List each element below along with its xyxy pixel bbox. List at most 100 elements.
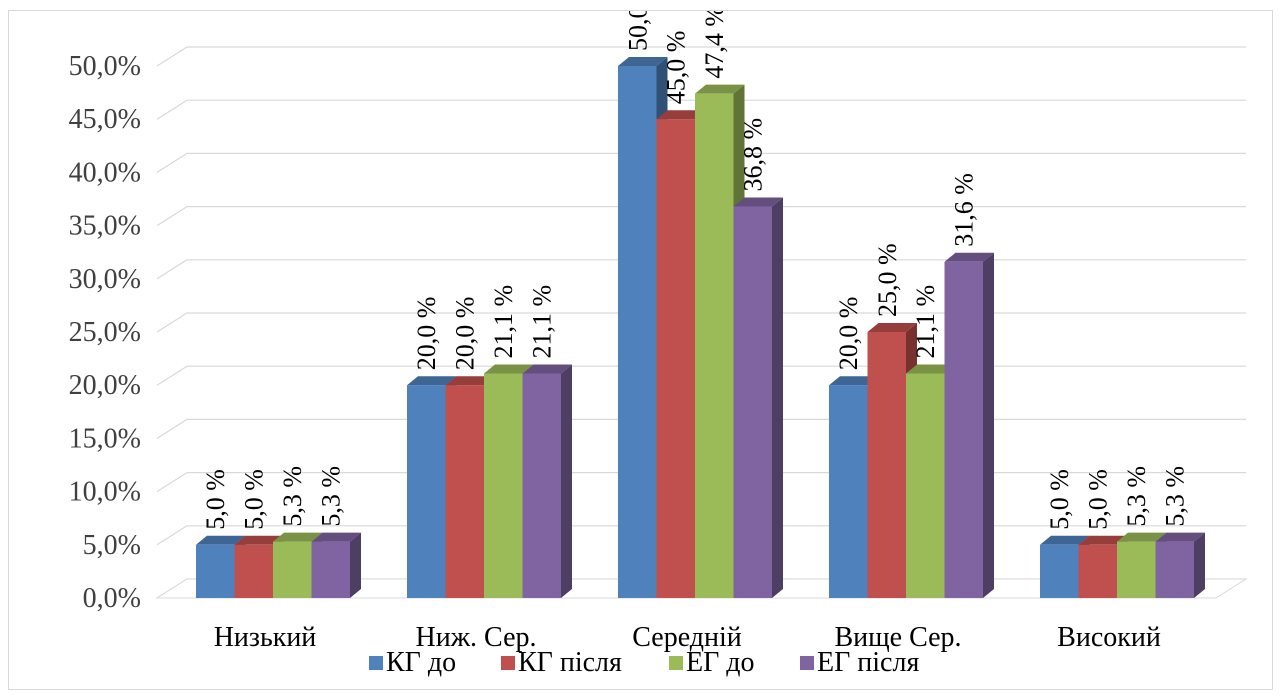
data-label: 50,0 %	[623, 11, 652, 51]
data-label: 21,1 %	[489, 285, 518, 359]
bar-top-face	[829, 376, 879, 386]
y-tick-label: 40,0%	[69, 157, 141, 188]
bar-front-face	[829, 385, 868, 598]
bar-top-face	[733, 197, 783, 207]
bar-front-face	[407, 385, 446, 598]
data-label: 20,0 %	[451, 297, 480, 371]
bar-top-face	[311, 532, 361, 542]
y-tick-label: 35,0%	[69, 211, 141, 242]
bar-top-face	[234, 535, 284, 545]
gridline-side	[156, 472, 188, 493]
data-label: 5,0 %	[201, 469, 230, 530]
category-label: Високий	[1057, 622, 1161, 653]
bar-front-face	[656, 119, 695, 598]
legend-label: ЕГ до	[686, 647, 755, 678]
bar-top-face	[445, 376, 495, 386]
data-label: 5,0 %	[1045, 469, 1074, 530]
data-label: 5,3 %	[278, 466, 307, 527]
gridline-side	[156, 152, 188, 173]
bar-front-face	[445, 385, 484, 598]
legend-item: КГ до	[369, 647, 456, 678]
data-label: 47,4 %	[700, 11, 729, 79]
bar-front-face	[906, 373, 945, 598]
bar	[733, 197, 783, 598]
bar-front-face	[1078, 544, 1117, 598]
legend-item: КГ після	[501, 647, 622, 678]
legend-item: ЕГ до	[669, 647, 755, 678]
category-labels: Низький Ниж. Сер. Середній Вище Сер. Високий	[214, 622, 1161, 653]
legend-swatch	[669, 656, 683, 670]
bar-front-face	[1155, 541, 1194, 598]
bar-top-face	[867, 323, 917, 332]
data-label: 5,0 %	[240, 469, 269, 530]
gridline-side	[156, 525, 188, 546]
bar-front-face	[311, 541, 350, 598]
bar-top-face	[1117, 532, 1167, 542]
legend-label: КГ після	[518, 647, 622, 678]
data-label: 45,0 %	[662, 31, 691, 105]
bar-side-face	[983, 252, 994, 598]
bar	[522, 364, 572, 598]
bar-side-face	[772, 197, 783, 598]
bar-front-face	[733, 206, 772, 598]
bar-top-face	[656, 110, 706, 120]
legend-swatch	[369, 656, 383, 670]
legend-label: КГ до	[386, 647, 456, 678]
data-label: 21,1 %	[911, 285, 940, 359]
y-tick-label: 30,0%	[69, 264, 141, 295]
bars	[196, 57, 1205, 598]
bar-side-face	[350, 532, 361, 598]
data-label: 21,1 %	[528, 285, 557, 359]
bar-front-face	[867, 332, 906, 598]
gridline-side	[156, 365, 188, 386]
bar-front-face	[484, 373, 523, 598]
bar-top-face	[273, 532, 323, 542]
y-tick-label: 5,0%	[83, 530, 141, 561]
y-tick-label: 15,0%	[69, 423, 141, 454]
bar-front-face	[944, 261, 983, 598]
y-tick-label: 25,0%	[69, 317, 141, 348]
data-label: 31,6 %	[950, 173, 979, 247]
bar-front-face	[695, 93, 734, 598]
category-label: Низький	[214, 622, 317, 653]
gridline-side	[156, 206, 188, 227]
data-label: 20,0 %	[834, 297, 863, 371]
legend-swatch	[501, 656, 515, 670]
data-label: 5,3 %	[1161, 466, 1190, 527]
bar	[944, 252, 994, 598]
gridline-side	[156, 418, 188, 439]
gridline-side	[156, 99, 188, 120]
bar	[311, 532, 361, 598]
y-tick-label: 10,0%	[69, 477, 141, 508]
y-tick-label: 45,0%	[69, 104, 141, 135]
legend-item: ЕГ після	[800, 647, 919, 678]
bar-front-face	[273, 541, 312, 598]
bar-top-face	[196, 535, 246, 545]
bar-front-face	[1040, 544, 1079, 598]
bar-side-face	[561, 364, 572, 598]
legend: КГ до КГ після ЕГ до ЕГ після	[369, 647, 919, 678]
legend-label: ЕГ після	[817, 647, 919, 678]
gridline-side	[156, 46, 188, 67]
data-label: 5,3 %	[1122, 466, 1151, 527]
y-tick-label: 20,0%	[69, 370, 141, 401]
bar-top-face	[1040, 535, 1090, 545]
data-labels: 5,0 % 5,0 % 5,3 % 5,3 % 20,0 % 20,0 % 21,1 % 21…	[201, 11, 1190, 530]
bar-front-face	[1117, 541, 1156, 598]
bar-front-face	[618, 66, 657, 598]
data-label: 20,0 %	[412, 297, 441, 371]
bar	[1155, 532, 1205, 598]
y-tick-label: 50,0%	[69, 51, 141, 82]
bar-top-face	[906, 364, 956, 374]
y-axis-ticks: 0,0% 5,0% 10,0% 15,0% 20,0% 25,0% 30,0% 35,0% 40…	[69, 51, 141, 614]
data-label: 25,0 %	[873, 243, 902, 317]
bar-front-face	[234, 544, 273, 598]
data-label: 5,3 %	[317, 466, 346, 527]
bar	[1117, 532, 1167, 598]
category-label: Ниж. Сер.	[416, 622, 537, 653]
bar-top-face	[522, 364, 572, 374]
gridline-side	[156, 312, 188, 333]
data-label: 5,0 %	[1084, 469, 1113, 530]
bar-front-face	[196, 544, 235, 598]
bar-top-face	[1155, 532, 1205, 542]
